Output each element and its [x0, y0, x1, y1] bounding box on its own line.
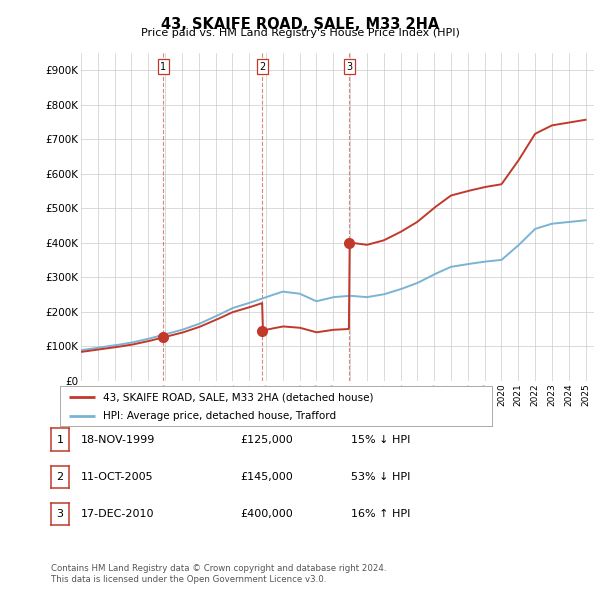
- Text: 18-NOV-1999: 18-NOV-1999: [81, 435, 155, 444]
- Text: 3: 3: [56, 509, 64, 519]
- Text: 53% ↓ HPI: 53% ↓ HPI: [351, 472, 410, 481]
- Text: 17-DEC-2010: 17-DEC-2010: [81, 509, 155, 519]
- Text: This data is licensed under the Open Government Licence v3.0.: This data is licensed under the Open Gov…: [51, 575, 326, 584]
- Text: 2: 2: [56, 472, 64, 481]
- Text: Price paid vs. HM Land Registry's House Price Index (HPI): Price paid vs. HM Land Registry's House …: [140, 28, 460, 38]
- Text: 16% ↑ HPI: 16% ↑ HPI: [351, 509, 410, 519]
- Text: £145,000: £145,000: [240, 472, 293, 481]
- Text: 11-OCT-2005: 11-OCT-2005: [81, 472, 154, 481]
- Text: 1: 1: [160, 62, 166, 72]
- Text: 43, SKAIFE ROAD, SALE, M33 2HA: 43, SKAIFE ROAD, SALE, M33 2HA: [161, 17, 439, 31]
- Text: £400,000: £400,000: [240, 509, 293, 519]
- Text: 2: 2: [259, 62, 265, 72]
- Text: HPI: Average price, detached house, Trafford: HPI: Average price, detached house, Traf…: [103, 411, 337, 421]
- Text: 43, SKAIFE ROAD, SALE, M33 2HA (detached house): 43, SKAIFE ROAD, SALE, M33 2HA (detached…: [103, 392, 374, 402]
- Text: 15% ↓ HPI: 15% ↓ HPI: [351, 435, 410, 444]
- Text: £125,000: £125,000: [240, 435, 293, 444]
- Text: 1: 1: [56, 435, 64, 444]
- Text: Contains HM Land Registry data © Crown copyright and database right 2024.: Contains HM Land Registry data © Crown c…: [51, 565, 386, 573]
- Text: 3: 3: [346, 62, 353, 72]
